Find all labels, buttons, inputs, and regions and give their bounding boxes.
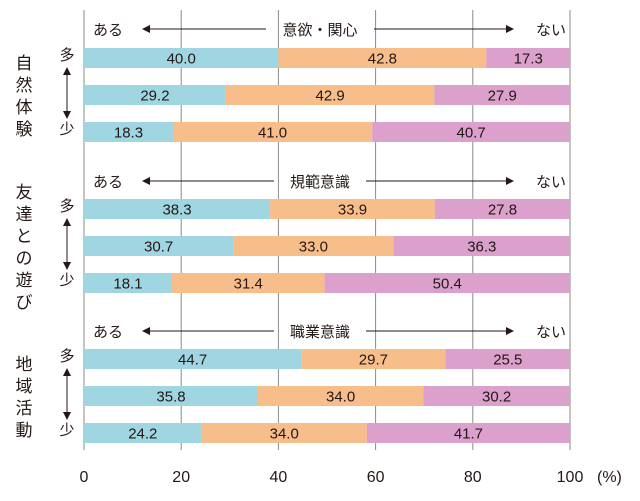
x-tick-label: 0	[80, 469, 89, 486]
segment-nai	[423, 386, 570, 406]
x-tick-label: 100	[557, 469, 584, 486]
segment-middle	[270, 199, 435, 219]
segment-nai	[445, 349, 570, 369]
segment-value-label: 40.0	[167, 51, 196, 68]
x-tick-label: 20	[172, 469, 190, 486]
segment-value-label: 44.7	[178, 352, 207, 369]
segment-value-label: 40.7	[456, 125, 485, 142]
x-tick-label: 80	[464, 469, 482, 486]
segment-value-label: 33.0	[299, 239, 328, 256]
segment-value-label: 33.9	[338, 202, 367, 219]
scale-right-label: ない	[536, 323, 566, 341]
segment-middle	[233, 236, 394, 256]
segment-aru	[84, 122, 173, 142]
segment-middle	[301, 349, 446, 369]
less-label: 少	[59, 120, 74, 138]
segment-value-label: 35.8	[156, 389, 185, 406]
scale-title: 職業意識	[290, 323, 350, 341]
segment-nai	[486, 48, 570, 68]
segment-middle	[257, 386, 424, 406]
segment-value-label: 30.2	[482, 389, 511, 406]
segment-middle	[278, 48, 487, 68]
segment-value-label: 34.0	[270, 426, 299, 443]
segment-aru	[84, 48, 279, 68]
more-label: 多	[59, 46, 74, 64]
segment-value-label: 42.9	[316, 88, 345, 105]
segment-middle	[171, 273, 325, 293]
segment-value-label: 34.0	[326, 389, 355, 406]
more-label: 多	[59, 347, 74, 365]
segment-value-label: 27.8	[488, 202, 517, 219]
segment-aru	[84, 273, 172, 293]
scale-right-label: ない	[536, 173, 566, 191]
segment-nai	[393, 236, 570, 256]
segment-aru	[84, 85, 226, 105]
segment-value-label: 42.8	[368, 51, 397, 68]
segment-value-label: 17.3	[514, 51, 543, 68]
segment-middle	[201, 423, 367, 443]
segment-value-label: 38.3	[162, 202, 191, 219]
segment-value-label: 29.7	[359, 352, 388, 369]
segment-value-label: 31.4	[234, 276, 263, 293]
scale-title: 規範意識	[290, 173, 350, 191]
category-label: 地域活動	[16, 355, 33, 441]
axis-layer: 0 20 40 60 80 100 (%)	[80, 469, 622, 486]
segment-aru	[84, 199, 271, 219]
segment-middle	[225, 85, 435, 105]
segment-value-label: 30.7	[144, 239, 173, 256]
x-tick-label: 60	[367, 469, 385, 486]
scale-left-label: ある	[93, 21, 123, 39]
segment-value-label: 24.2	[128, 426, 157, 443]
segment-aru	[84, 386, 258, 406]
less-label: 少	[59, 421, 74, 439]
segment-middle	[172, 122, 373, 142]
segment-aru	[84, 423, 202, 443]
segment-value-label: 50.4	[433, 276, 462, 293]
segment-nai	[372, 122, 570, 142]
scale-right-label: ない	[536, 21, 566, 39]
segment-nai	[434, 199, 570, 219]
grid-layer	[83, 10, 571, 450]
segment-aru	[84, 349, 302, 369]
category-label: 友達との遊び	[16, 183, 33, 313]
segment-nai	[434, 85, 570, 105]
scale-title: 意欲・関心	[282, 21, 357, 39]
segment-value-label: 41.0	[258, 125, 287, 142]
bars-layer	[84, 48, 570, 443]
category-label: 自然体験	[16, 54, 33, 140]
segment-value-label: 18.3	[114, 125, 143, 142]
less-label: 少	[59, 271, 74, 289]
segment-value-label: 27.9	[488, 88, 517, 105]
segment-value-label: 41.7	[454, 426, 483, 443]
segment-nai	[366, 423, 570, 443]
segment-value-label: 18.1	[113, 276, 142, 293]
segment-value-label: 29.2	[140, 88, 169, 105]
x-tick-label: 40	[270, 469, 288, 486]
x-unit-label: (%)	[597, 469, 622, 486]
segment-value-label: 36.3	[467, 239, 496, 256]
segment-value-label: 25.5	[493, 352, 522, 369]
segment-nai	[324, 273, 570, 293]
scale-left-label: ある	[93, 323, 123, 341]
segment-aru	[84, 236, 234, 256]
more-label: 多	[59, 197, 74, 215]
scale-left-label: ある	[93, 173, 123, 191]
